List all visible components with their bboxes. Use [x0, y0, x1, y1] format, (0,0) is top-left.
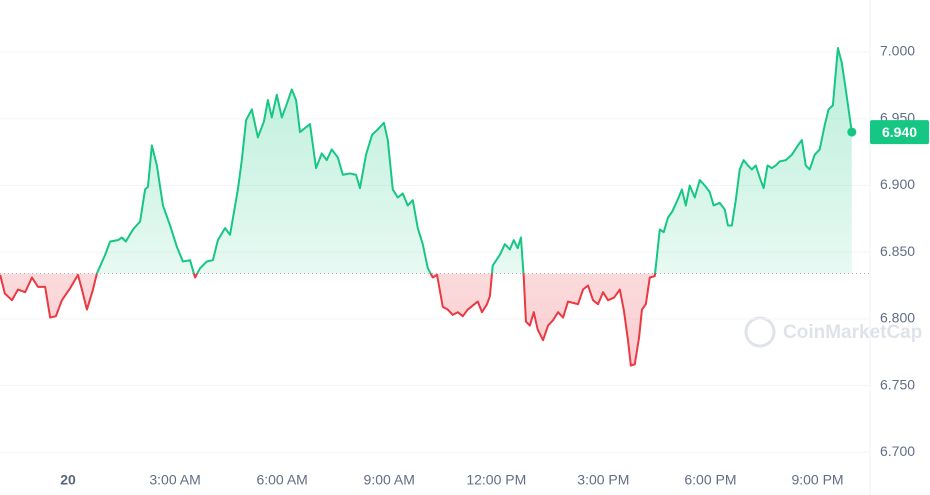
watermark: CoinMarketCap	[744, 316, 922, 348]
y-tick-label: 6.800	[880, 310, 915, 326]
x-tick-label: 9:00 PM	[791, 472, 843, 488]
price-tag	[870, 120, 929, 145]
y-tick-label: 6.700	[880, 443, 915, 459]
last-point	[847, 127, 857, 137]
area-down	[0, 273, 852, 366]
x-tick-label: 3:00 AM	[149, 472, 200, 488]
price-tag-label: 6.940	[882, 124, 917, 140]
area-up	[96, 48, 852, 274]
x-tick-label: 12:00 PM	[466, 472, 526, 488]
y-tick-label: 7.000	[880, 43, 915, 59]
x-tick-label: 20	[60, 472, 76, 488]
y-tick-label: 6.750	[880, 376, 915, 392]
x-tick-label: 9:00 AM	[364, 472, 415, 488]
y-tick-label: 6.850	[880, 243, 915, 259]
price-line-down	[0, 273, 657, 367]
watermark-logo	[744, 316, 776, 348]
watermark-text: CoinMarketCap	[783, 322, 922, 343]
x-tick-label: 3:00 PM	[577, 472, 629, 488]
price-line-up	[95, 47, 853, 274]
x-tick-label: 6:00 PM	[684, 472, 736, 488]
y-tick-label: 6.900	[880, 176, 915, 192]
x-tick-label: 6:00 AM	[256, 472, 307, 488]
